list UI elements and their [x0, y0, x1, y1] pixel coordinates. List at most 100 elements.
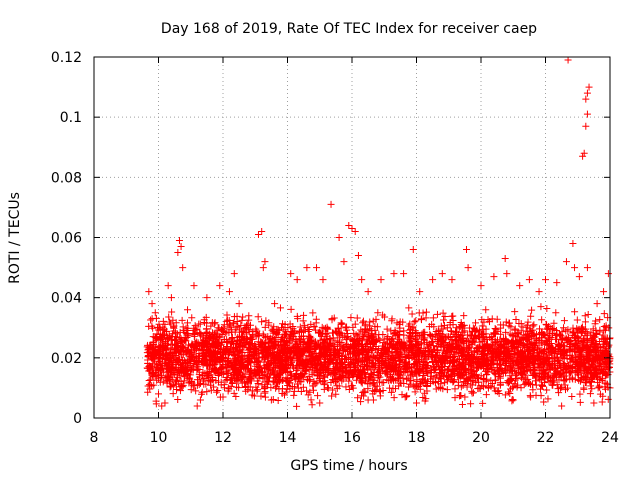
data-point — [235, 300, 243, 308]
data-point — [579, 152, 587, 160]
data-point — [593, 300, 601, 308]
y-tick-label: 0 — [73, 411, 82, 427]
data-point — [219, 393, 227, 401]
data-point — [230, 270, 238, 278]
data-point — [225, 288, 233, 296]
data-point — [259, 264, 267, 272]
axis-ticks: 8 10 12 14 16 18 20 22 24 0 0.02 0.04 0.06 0.08 0.1 0.1… — [51, 50, 619, 446]
data-point — [196, 396, 204, 404]
data-point — [409, 246, 417, 254]
data-point — [490, 273, 498, 281]
data-point — [535, 288, 543, 296]
data-point — [351, 227, 359, 235]
data-point — [558, 402, 566, 410]
data-point — [582, 95, 590, 103]
data-point — [462, 246, 470, 254]
data-point — [190, 282, 198, 290]
data-point — [585, 83, 593, 91]
data-point — [184, 306, 192, 314]
data-point — [293, 276, 301, 284]
data-point — [542, 276, 549, 284]
series-roti — [145, 56, 614, 410]
data-point — [261, 258, 269, 266]
y-tick-label: 0.08 — [51, 170, 82, 186]
data-point — [179, 264, 187, 272]
roti-points-bulk — [143, 303, 614, 410]
data-point — [413, 399, 420, 407]
data-point — [348, 224, 356, 232]
series-roti-bulk — [143, 303, 614, 410]
x-tick-label: 12 — [214, 430, 232, 446]
data-point — [516, 282, 524, 290]
data-point — [155, 390, 162, 398]
x-tick-label: 20 — [472, 430, 490, 446]
data-point — [582, 122, 590, 130]
data-point — [319, 276, 327, 284]
data-point — [145, 288, 153, 296]
data-point — [267, 396, 275, 404]
data-point — [313, 264, 321, 272]
data-point — [271, 300, 279, 308]
data-point — [174, 249, 182, 257]
x-tick-label: 10 — [150, 430, 168, 446]
data-point — [604, 270, 612, 278]
data-point — [416, 288, 424, 296]
data-point — [203, 294, 211, 302]
data-point — [327, 200, 335, 208]
data-point — [175, 237, 183, 245]
data-point — [583, 264, 591, 272]
data-point — [258, 227, 266, 235]
y-tick-label: 0.1 — [60, 110, 82, 126]
y-tick-label: 0.12 — [51, 50, 82, 66]
grid-lines — [94, 57, 610, 418]
data-point — [254, 230, 262, 238]
data-point — [562, 258, 570, 266]
data-point — [148, 300, 156, 308]
x-tick-label: 16 — [343, 430, 361, 446]
data-point — [564, 56, 572, 64]
x-tick-label: 14 — [279, 430, 297, 446]
data-point — [464, 264, 472, 272]
data-point — [503, 270, 511, 278]
data-point — [390, 270, 398, 278]
chart-title: Day 168 of 2019, Rate Of TEC Index for r… — [161, 21, 537, 37]
data-point — [303, 264, 311, 272]
data-point — [151, 309, 159, 317]
data-point — [335, 234, 343, 241]
data-point — [340, 258, 348, 266]
data-point — [354, 252, 362, 260]
data-point — [583, 110, 591, 118]
data-point — [429, 276, 437, 284]
data-point — [509, 396, 517, 404]
data-point — [364, 288, 372, 296]
data-point — [400, 270, 408, 278]
y-tick-label: 0.02 — [51, 351, 82, 367]
data-point — [164, 282, 172, 290]
data-point — [553, 279, 561, 287]
data-point — [575, 273, 583, 281]
data-point — [316, 399, 324, 407]
data-point — [580, 149, 588, 157]
y-tick-label: 0.04 — [51, 291, 82, 307]
data-point — [345, 221, 353, 229]
data-point — [364, 396, 372, 404]
data-point — [590, 399, 598, 407]
x-tick-label: 18 — [408, 430, 426, 446]
data-point — [245, 312, 253, 320]
data-point — [193, 402, 201, 410]
data-point — [571, 264, 579, 272]
x-tick-label: 22 — [537, 430, 555, 446]
x-axis-label: GPS time / hours — [290, 458, 407, 474]
y-axis-label: ROTI / TECUs — [7, 192, 23, 284]
data-point — [177, 243, 185, 251]
data-point — [501, 255, 509, 263]
data-point — [438, 270, 446, 278]
data-point — [600, 288, 608, 296]
data-point — [167, 294, 175, 302]
data-point — [569, 240, 577, 248]
data-point — [161, 399, 169, 407]
data-point — [377, 276, 385, 284]
x-tick-label: 8 — [90, 430, 99, 446]
data-point — [461, 393, 469, 401]
